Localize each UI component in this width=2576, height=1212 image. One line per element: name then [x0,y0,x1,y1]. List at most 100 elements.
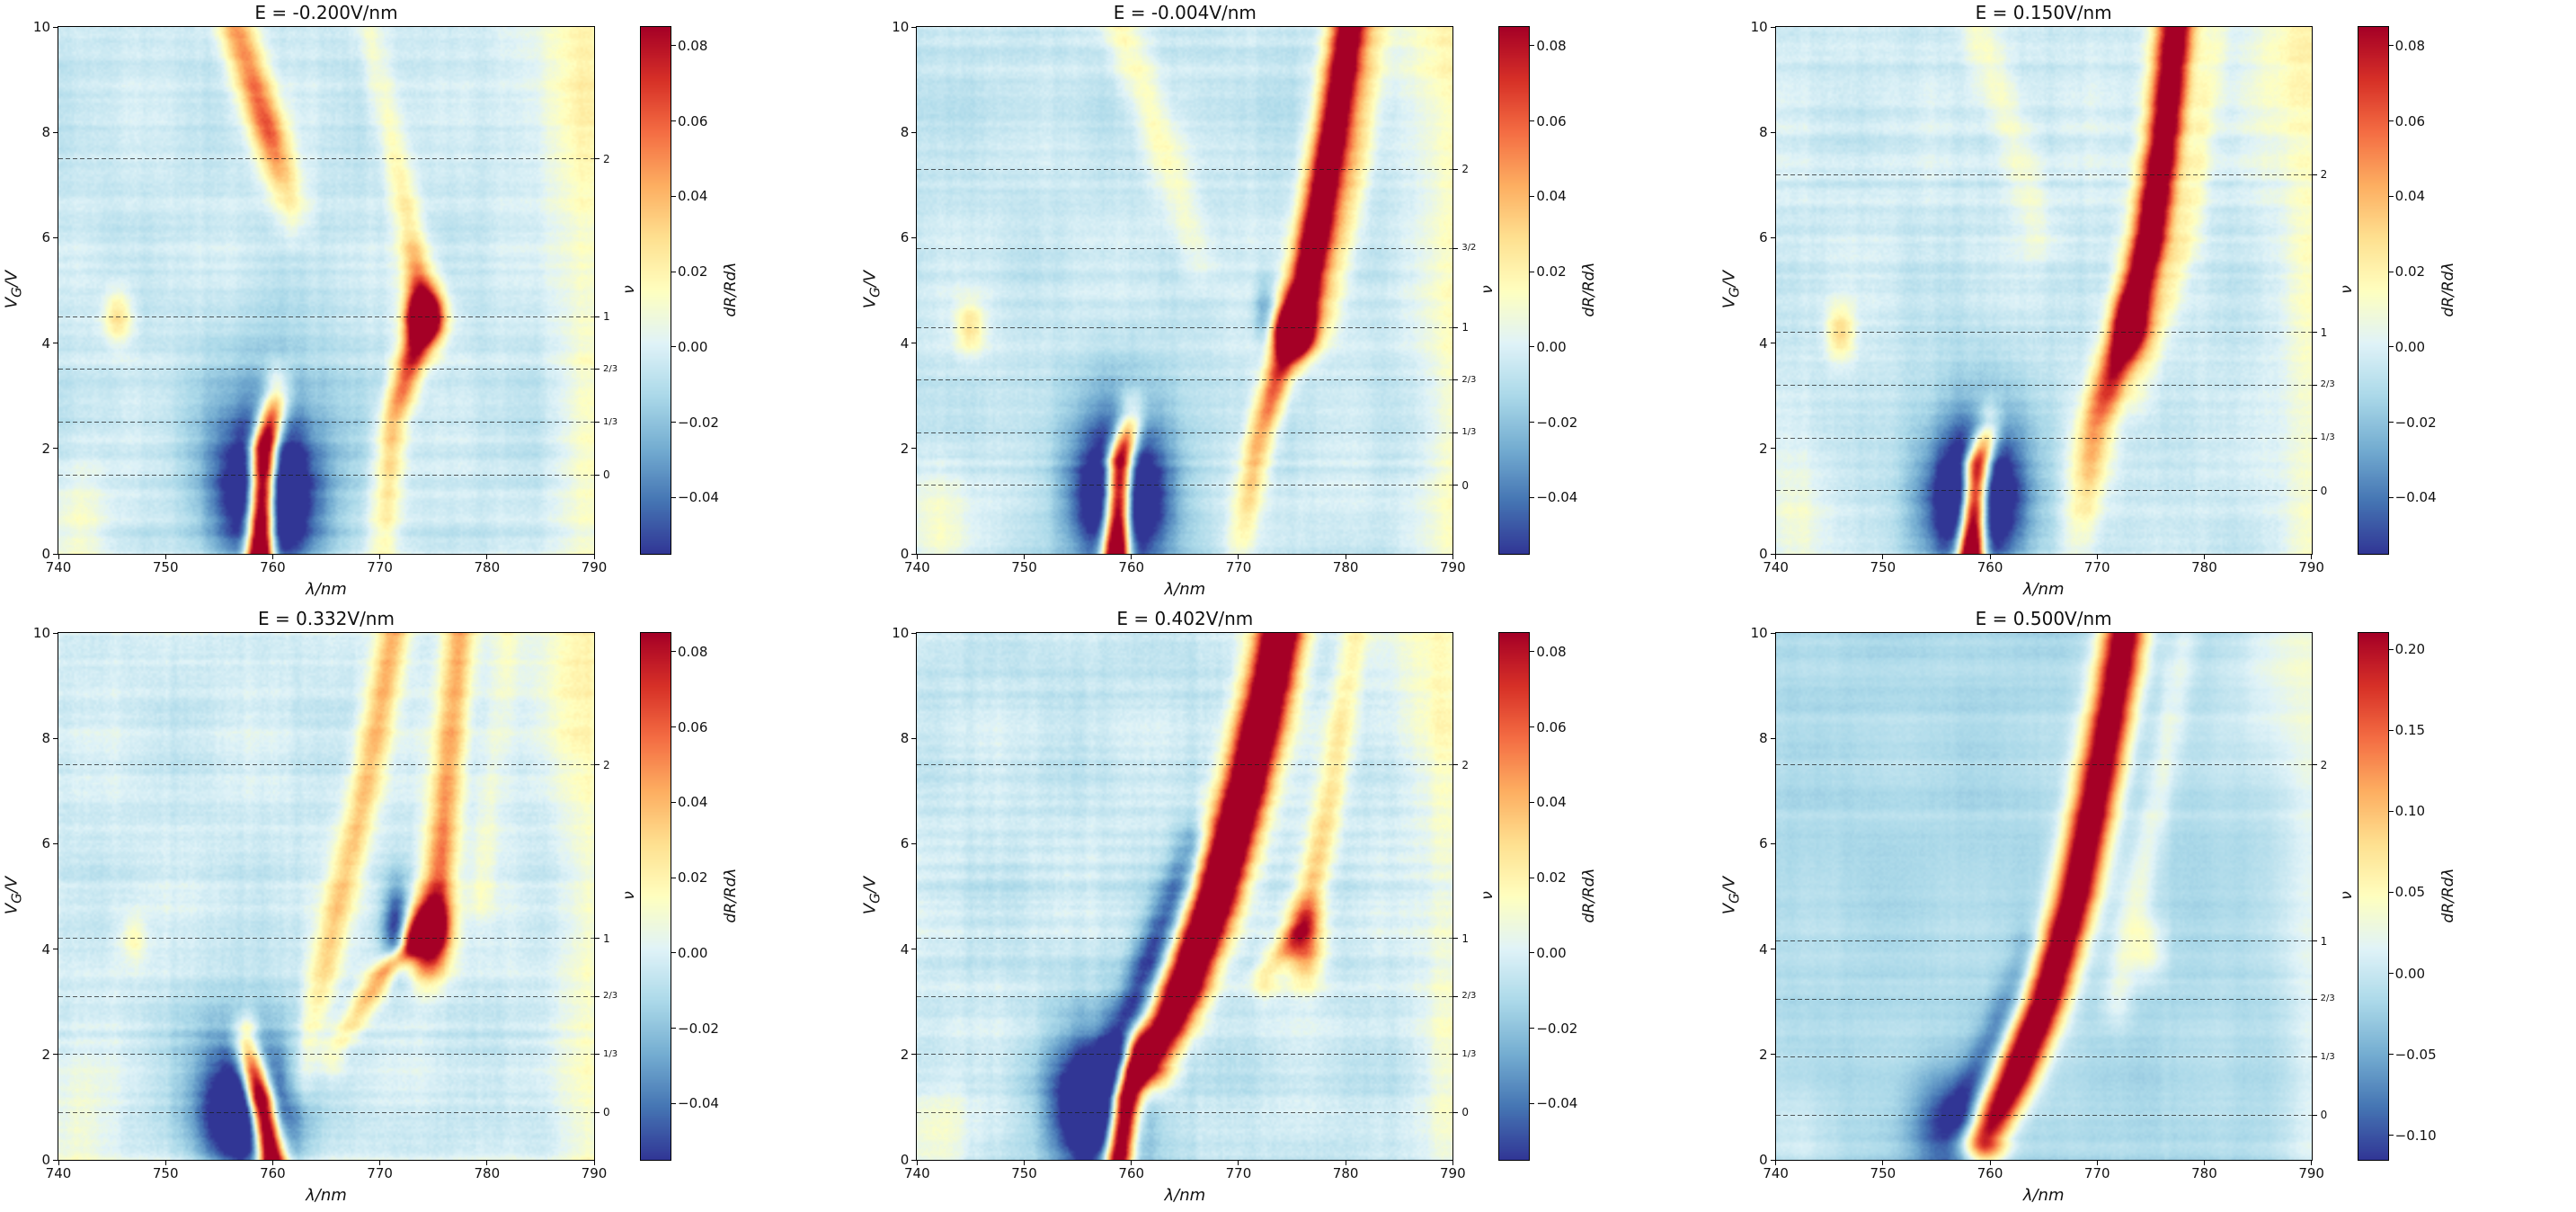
nu-dashed-line [917,1054,1453,1056]
colorbar-tick-label: 0.06 [1536,112,1567,129]
heatmap-canvas [58,633,594,1160]
colorbar-tick-mark [1530,952,1535,954]
colorbar-tick-mark [671,346,676,348]
colorbar-tick-label: 0.06 [1536,718,1567,735]
y-tick-label: 8 [900,730,910,747]
y-tick-mark [53,1159,58,1161]
nu-tick-label: 1 [603,310,610,324]
x-tick-label: 790 [2298,1165,2324,1181]
nu-tick-mark [595,1111,600,1113]
colorbar-tick-mark [1530,496,1535,498]
colorbar-tick-mark [2388,729,2394,731]
nu-dashed-line [58,1111,594,1113]
x-tick-mark [916,555,918,559]
colorbar-tick-mark [671,651,676,653]
colorbar-tick-label: 0.04 [2394,188,2426,205]
y-tick-mark [1770,842,1775,844]
x-tick-label: 790 [2298,559,2324,575]
y-tick-label: 0 [1759,1152,1768,1168]
panel-title: E = -0.200V/nm [254,2,398,23]
x-tick-mark [1131,1161,1133,1165]
nu-tick-mark [2312,940,2317,942]
y-tick-mark [1770,1054,1775,1056]
nu-tick-mark [595,995,600,997]
x-tick-label: 750 [152,1165,179,1181]
colorbar-tick-mark [2388,45,2394,47]
y-tick-label: 6 [1759,835,1768,852]
colorbar-tick-label: 0.00 [1536,944,1567,961]
y-tick-label: 4 [41,940,50,958]
colorbar-tick-label: 0.04 [1536,794,1567,811]
y-tick-mark [53,448,58,450]
colorbar-tick-label: 0.15 [2394,722,2426,739]
y-axis-label: VG/V [1719,270,1742,309]
colorbar-tick-mark [671,801,676,803]
colorbar-tick-label: 0.08 [2394,37,2426,54]
y-tick-mark [1770,448,1775,450]
x-tick-mark [58,1161,59,1165]
nu-dashed-line [917,379,1453,381]
plot-area [916,26,1454,555]
colorbar-tick-label: −0.04 [678,1095,719,1112]
nu-dashed-line [58,422,594,423]
y-tick-label: 0 [41,546,50,562]
y-tick-mark [1770,1159,1775,1161]
x-tick-label: 780 [1332,1165,1359,1181]
heatmap-canvas [58,27,594,554]
colorbar-tick-mark [2388,422,2394,423]
x-tick-mark [1238,555,1239,559]
nu-tick-label: 2/3 [603,363,618,374]
nu-tick-label: 1/3 [1461,427,1477,438]
x-tick-mark [1452,555,1453,559]
x-tick-mark [1131,555,1133,559]
nu-tick-label: 2 [1461,758,1469,771]
heatmap-canvas [1775,27,2312,554]
nu-dashed-line [1775,1114,2312,1116]
x-tick-mark [1024,555,1026,559]
colorbar [640,632,671,1161]
x-tick-label: 790 [581,1165,608,1181]
x-axis-label: λ/nm [2022,1186,2065,1205]
nu-tick-mark [1453,1054,1459,1056]
nu-tick-label: 1/3 [603,416,618,427]
y-tick-mark [911,842,917,844]
colorbar-tick-mark [671,496,676,498]
heatmap-panel: E = 0.332V/nm λ/nm VG/V ν dR/Rdλ 2 1 2/3 1/… [0,606,858,1212]
nu-dashed-line [58,474,594,476]
nu-dashed-line [917,485,1453,486]
nu-tick-mark [1453,1111,1459,1113]
x-tick-mark [1989,1161,1991,1165]
y-tick-label: 10 [892,625,910,641]
colorbar-tick-mark [671,1028,676,1029]
nu-tick-mark [1453,379,1459,381]
nu-tick-label: 1 [2320,934,2328,948]
nu-axis-label: ν [620,285,638,294]
y-tick-mark [53,737,58,739]
nu-dashed-line [58,1054,594,1056]
colorbar-tick-label: −0.04 [2394,489,2437,506]
colorbar-tick-label: −0.04 [1536,489,1578,506]
heatmap-panel: E = -0.200V/nm λ/nm VG/V ν dR/Rdλ 2 1 2/3 1… [0,0,858,606]
x-tick-mark [916,1161,918,1165]
panel-title: E = -0.004V/nm [1113,2,1257,23]
colorbar-tick-mark [2388,120,2394,122]
nu-dashed-line [58,938,594,940]
y-tick-label: 0 [41,1152,50,1168]
y-tick-label: 8 [900,124,910,141]
x-axis-label: λ/nm [1164,1186,1206,1205]
colorbar-tick-label: −0.02 [1536,1020,1578,1037]
y-tick-label: 8 [1759,124,1768,141]
colorbar-tick-mark [671,195,676,197]
x-tick-label: 770 [367,559,393,575]
y-tick-mark [911,26,917,28]
nu-tick-label: 2 [1461,163,1469,176]
colorbar-tick-label: −0.10 [2394,1127,2437,1144]
colorbar-tick-label: 0.08 [1536,643,1567,660]
x-axis-label: λ/nm [306,580,347,599]
nu-dashed-line [58,158,594,159]
nu-tick-label: 0 [1461,1106,1469,1119]
y-tick-label: 4 [1759,940,1768,958]
colorbar-tick-mark [671,422,676,423]
y-tick-mark [911,236,917,238]
colorbar-tick-mark [1530,120,1535,122]
